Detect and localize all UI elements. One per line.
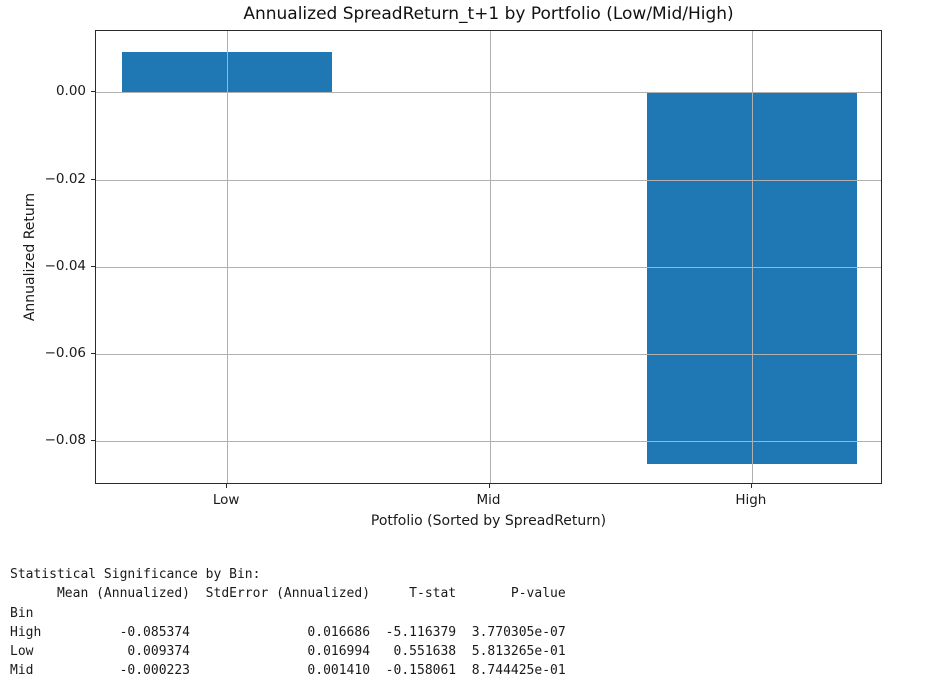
x-tick-mark: [226, 484, 228, 488]
x-axis-label: Potfolio (Sorted by SpreadReturn): [370, 513, 607, 529]
x-tick-mark: [750, 484, 752, 488]
x-tick-label: Low: [212, 492, 240, 508]
gridline-horizontal: [96, 92, 881, 94]
gridline-horizontal: [96, 179, 881, 181]
stats-table-text: Statistical Significance by Bin: Mean (A…: [10, 567, 566, 676]
gridline-vertical: [489, 31, 491, 483]
bar-low: [122, 51, 333, 93]
y-tick-mark: [91, 439, 95, 441]
y-tick-label: 0.00: [55, 83, 86, 100]
y-tick-mark: [91, 91, 95, 93]
y-tick-mark: [91, 265, 95, 267]
y-tick-label: −0.08: [44, 431, 86, 448]
x-tick-label: High: [735, 492, 767, 508]
gridline-vertical: [751, 31, 753, 483]
gridline-horizontal: [96, 440, 881, 442]
y-tick-mark: [91, 178, 95, 180]
gridline-horizontal: [96, 353, 881, 355]
plot-area: [95, 30, 882, 484]
chart-title: Annualized SpreadReturn_t+1 by Portfolio…: [243, 4, 734, 24]
gridline-vertical: [227, 31, 229, 483]
y-tick-label: −0.06: [44, 344, 86, 361]
x-tick-label: Mid: [476, 492, 501, 508]
x-tick-mark: [488, 484, 490, 488]
gridline-horizontal: [96, 266, 881, 268]
y-tick-mark: [91, 352, 95, 354]
y-tick-label: −0.04: [44, 257, 86, 274]
bar-high: [646, 92, 857, 465]
y-tick-label: −0.02: [44, 170, 86, 187]
